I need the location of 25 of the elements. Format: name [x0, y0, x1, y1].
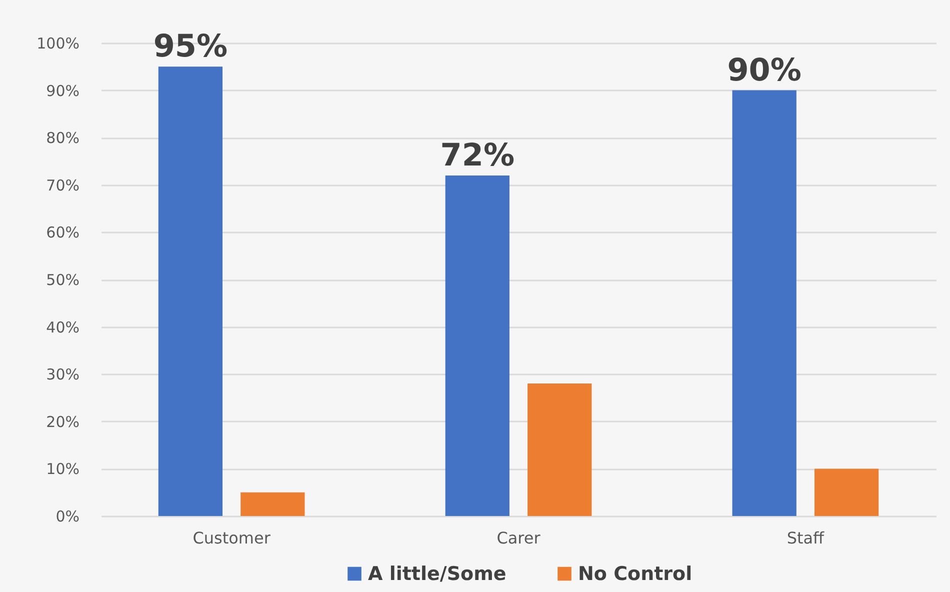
data-label: 72% — [440, 137, 514, 174]
x-tick-label: Staff — [786, 528, 826, 548]
x-tick-label: Customer — [192, 528, 271, 548]
y-tick-label: 30% — [46, 366, 80, 384]
y-tick-label: 50% — [46, 271, 80, 289]
bar — [732, 90, 796, 516]
y-tick-label: 20% — [46, 412, 80, 431]
y-tick-label: 100% — [36, 34, 80, 52]
bar — [240, 492, 305, 516]
y-tick-label: 70% — [46, 176, 80, 194]
bar — [814, 468, 879, 516]
legend-label: No Control — [578, 562, 692, 585]
y-tick-label: 10% — [46, 460, 80, 478]
data-label: 90% — [727, 52, 802, 88]
legend-label: A little/Some — [368, 562, 506, 585]
y-tick-label: 40% — [46, 318, 80, 336]
y-tick-label: 90% — [46, 82, 80, 100]
bar — [445, 175, 510, 516]
bar — [158, 66, 223, 516]
bar — [528, 384, 592, 516]
y-tick-label: 80% — [46, 129, 80, 148]
y-tick-label: 0% — [56, 508, 80, 526]
x-tick-label: Carer — [496, 528, 541, 548]
data-label: 95% — [153, 28, 228, 65]
y-tick-label: 60% — [46, 224, 80, 242]
